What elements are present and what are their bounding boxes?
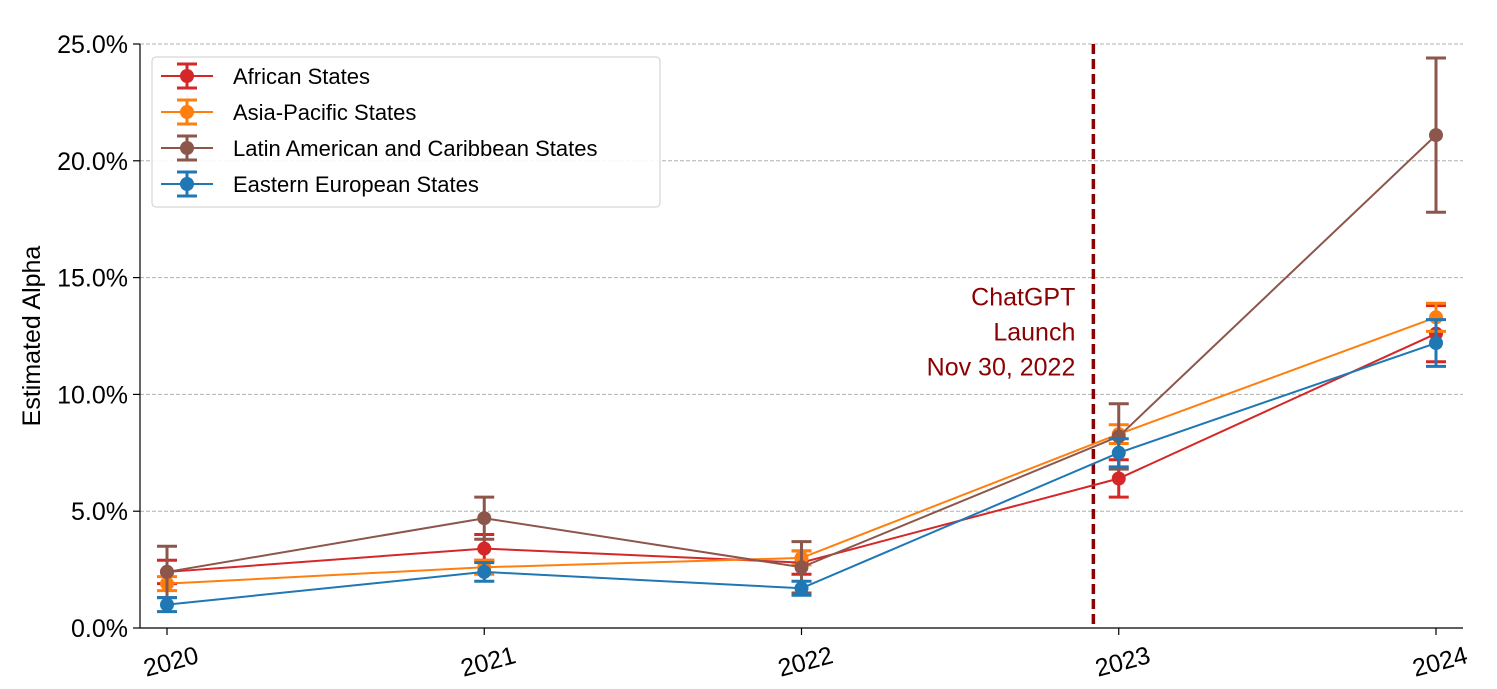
- data-point: [477, 511, 492, 526]
- legend-marker: [180, 69, 194, 83]
- legend-item: Latin American and Caribbean States: [161, 134, 597, 162]
- series-group: [157, 56, 1446, 614]
- y-tick-label: 0.0%: [71, 615, 128, 643]
- x-tick-label: 2021: [458, 641, 519, 682]
- legend-marker: [180, 105, 194, 119]
- x-tick-label: 2023: [1092, 641, 1153, 682]
- legend-item: Asia-Pacific States: [161, 98, 416, 126]
- data-point: [1111, 445, 1126, 460]
- legend-label: African States: [233, 64, 370, 89]
- x-tick-label: 2024: [1410, 641, 1471, 682]
- annotation-line-3: Nov 30, 2022: [927, 353, 1076, 381]
- y-tick-label: 15.0%: [57, 265, 128, 293]
- legend-box: [151, 56, 661, 208]
- data-point: [1429, 128, 1443, 143]
- legend-label: Eastern European States: [233, 172, 479, 197]
- grid-lines: [140, 43, 1463, 512]
- annotation-line-2: Launch: [993, 318, 1075, 346]
- legend-item: African States: [161, 62, 370, 90]
- data-point: [477, 564, 492, 579]
- data-point: [1429, 336, 1443, 351]
- data-point: [160, 564, 174, 579]
- data-point: [160, 597, 174, 612]
- y-tick-label: 20.0%: [57, 148, 128, 176]
- legend-marker: [180, 141, 194, 155]
- legend-marker: [180, 177, 194, 191]
- series-line: [166, 332, 1437, 573]
- data-point: [794, 560, 809, 575]
- legend-label: Asia-Pacific States: [233, 100, 416, 125]
- data-point: [1111, 471, 1126, 486]
- x-tick-label: 2022: [775, 641, 836, 682]
- legend: African States Asia-Pacific States Latin A…: [151, 56, 661, 208]
- annotation: ChatGPT Launch Nov 30, 2022: [927, 283, 1076, 381]
- annotation-line-1: ChatGPT: [971, 283, 1075, 311]
- y-tick-label: 5.0%: [71, 498, 128, 526]
- data-point: [794, 581, 809, 596]
- y-axis-label: Estimated Alpha: [18, 246, 46, 427]
- legend-item: Eastern European States: [161, 170, 479, 198]
- y-tick-label: 10.0%: [57, 381, 128, 409]
- x-tick-label: 2020: [141, 641, 202, 682]
- data-point: [477, 541, 492, 556]
- series-3: [157, 318, 1446, 614]
- y-tick-label: 25.0%: [57, 31, 128, 59]
- legend-label: Latin American and Caribbean States: [233, 136, 597, 161]
